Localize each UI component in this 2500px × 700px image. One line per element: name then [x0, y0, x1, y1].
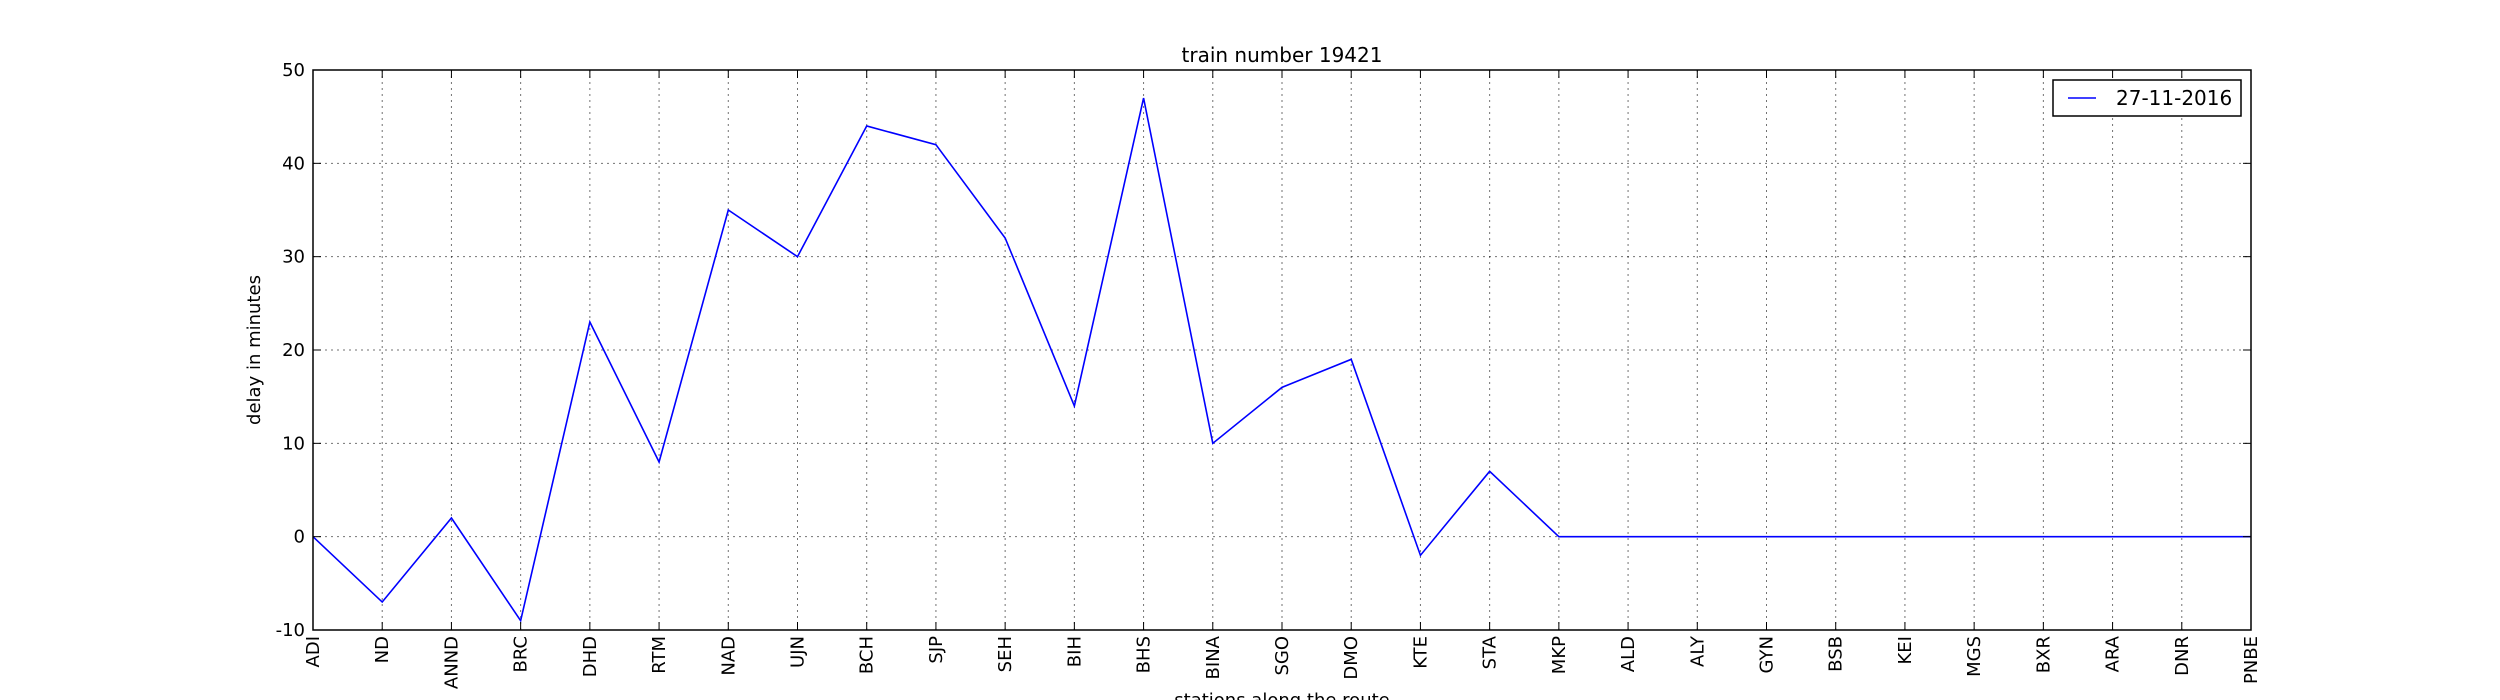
- x-tick-label: ND: [372, 636, 393, 663]
- x-tick-label: NAD: [718, 636, 739, 676]
- y-tick-label: 10: [282, 433, 305, 454]
- x-tick-label: KTE: [1410, 636, 1431, 669]
- x-tick-label: GYN: [1757, 636, 1778, 674]
- x-tick-label: BXR: [2033, 636, 2054, 673]
- x-tick-label: ADI: [303, 636, 324, 667]
- x-tick-label: ANND: [441, 636, 462, 689]
- x-tick-label: SEH: [995, 636, 1016, 672]
- x-tick-label: MGS: [1964, 636, 1985, 677]
- x-tick-label: STA: [1480, 635, 1501, 669]
- x-tick-label: DHD: [580, 636, 601, 677]
- x-tick-label: BSB: [1826, 636, 1847, 672]
- x-tick-label: RTM: [649, 636, 670, 674]
- legend-entry-label: 27-11-2016: [2116, 86, 2232, 110]
- x-tick-label: BHS: [1134, 636, 1155, 673]
- x-tick-label: ALY: [1687, 635, 1708, 667]
- x-tick-label: BCH: [857, 636, 878, 674]
- x-axis-label: stations along the route: [1174, 690, 1389, 700]
- x-tick-label: SGO: [1272, 636, 1293, 676]
- x-tick-label: DMO: [1341, 636, 1362, 680]
- x-tick-label: DNR: [2172, 636, 2193, 676]
- x-tick-label: ARA: [2103, 635, 2124, 672]
- y-tick-label: 20: [282, 340, 305, 361]
- chart-title: train number 19421: [1182, 43, 1383, 67]
- y-tick-label: -10: [276, 620, 305, 641]
- x-tick-label: BINA: [1203, 635, 1224, 679]
- x-tick-label: MKP: [1549, 636, 1570, 674]
- x-tick-label: UJN: [788, 636, 809, 668]
- y-ticks: -10 0 10 20 30 40 50: [276, 60, 2251, 641]
- y-tick-label: 40: [282, 153, 305, 174]
- y-tick-label: 30: [282, 247, 305, 268]
- x-tick-label: SJP: [926, 636, 947, 664]
- y-tick-label: 0: [294, 527, 305, 548]
- x-tick-label: PNBE: [2241, 636, 2262, 684]
- x-ticks: ADI ND ANND BRC DHD RTM NAD UJN BCH SJP SEH BIH BHS B…: [303, 70, 2262, 689]
- legend: 27-11-2016: [2052, 79, 2242, 117]
- y-tick-label: 50: [282, 60, 305, 81]
- x-tick-label: BRC: [511, 636, 532, 673]
- x-tick-label: KEI: [1895, 636, 1916, 665]
- x-tick-label: ALD: [1618, 636, 1639, 672]
- series-layer: [312, 97, 2252, 623]
- y-axis-label: delay in minutes: [244, 275, 265, 425]
- x-tick-label: BIH: [1064, 636, 1085, 667]
